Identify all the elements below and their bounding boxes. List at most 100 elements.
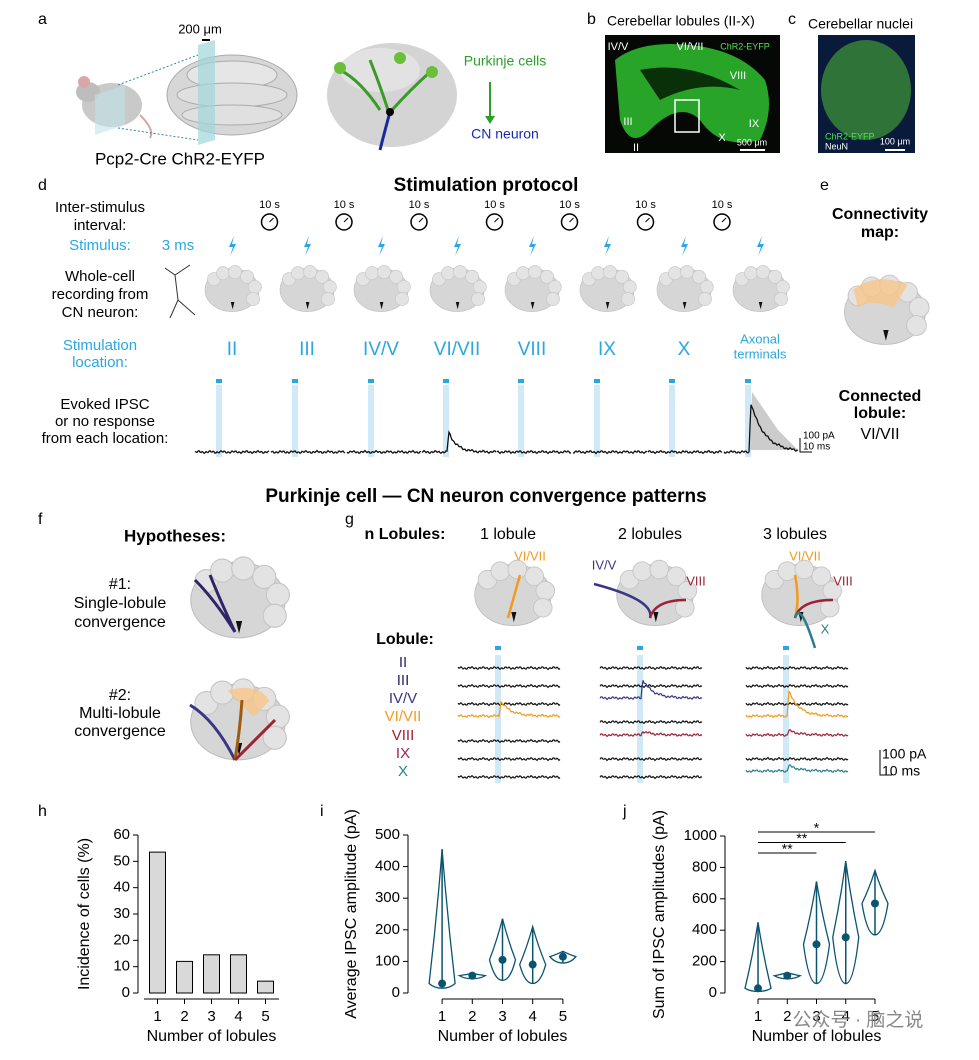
scale-bar <box>879 750 892 776</box>
lobe <box>528 265 542 279</box>
y-tick-label: 300 <box>375 889 400 906</box>
lobe <box>774 292 788 306</box>
trace <box>599 774 703 780</box>
stim-marker <box>783 646 789 650</box>
stim-marker <box>443 379 449 383</box>
pc-axon <box>793 611 817 649</box>
lobe <box>906 315 927 336</box>
stim-window <box>443 385 449 457</box>
median <box>841 933 850 942</box>
lobe <box>490 561 511 581</box>
stim-marker <box>368 379 374 383</box>
x-tick-label: 3 <box>498 1008 506 1025</box>
label: Single-lobule <box>74 595 167 612</box>
lobe <box>524 566 545 587</box>
interval: 10 s <box>259 199 280 211</box>
lobule-label: VI/VII <box>677 41 704 53</box>
trace <box>457 774 561 780</box>
nucleus <box>883 330 889 341</box>
label: convergence <box>74 614 166 631</box>
lobe <box>291 266 305 281</box>
cerebellum-icon <box>504 265 562 312</box>
lobe <box>395 292 409 306</box>
label: 10 ms <box>803 442 830 453</box>
median <box>558 952 567 961</box>
trace <box>457 665 561 671</box>
trace <box>745 690 849 719</box>
y-tick-label: 0 <box>122 984 130 1001</box>
cerebellum-icon <box>579 265 637 312</box>
stim-bolt <box>229 236 236 256</box>
x-tick-label: 1 <box>153 1008 161 1025</box>
trace <box>496 449 572 455</box>
lobe <box>632 561 653 581</box>
location: II <box>227 339 238 360</box>
y-tick-label: 200 <box>692 953 717 970</box>
cerebellum-icon <box>190 678 290 761</box>
stim-bolt <box>681 236 688 256</box>
lobe <box>516 266 530 281</box>
label: interval: <box>74 217 127 234</box>
trace <box>745 665 849 671</box>
median <box>528 960 537 969</box>
median <box>812 940 821 949</box>
interval: 10 s <box>334 199 355 211</box>
cerebellum-icon <box>190 556 290 639</box>
stim-bolt <box>529 236 536 256</box>
stim-bolt <box>604 236 611 256</box>
timer-hand <box>569 217 574 223</box>
y-tick-label: 40 <box>113 879 130 896</box>
stim-marker <box>292 379 298 383</box>
y-tick-label: 600 <box>692 890 717 907</box>
nucleus <box>379 302 384 310</box>
y-tick-label: 0 <box>709 984 717 1001</box>
map-label: VIII <box>833 573 853 588</box>
stim-window <box>216 385 222 457</box>
lobe <box>247 280 262 294</box>
x-tick-label: 1 <box>754 1008 762 1025</box>
interval: 10 s <box>484 199 505 211</box>
panel-label: f <box>38 511 43 528</box>
trace <box>745 763 849 774</box>
map-label: VIII <box>686 573 706 588</box>
stim-marker <box>594 379 600 383</box>
lobule-name: VI/VII <box>385 708 422 725</box>
lobe <box>441 266 455 281</box>
panel-label: b <box>587 11 596 28</box>
y-axis-label: Incidence of cells (%) <box>76 838 93 990</box>
sig-label: ** <box>796 830 807 846</box>
nuclei-tissue <box>821 40 911 140</box>
lobe <box>231 556 256 581</box>
nucleus <box>455 302 460 310</box>
timer <box>260 213 279 231</box>
timer <box>335 213 353 231</box>
lobe <box>389 269 403 284</box>
label: 10 ms <box>882 763 920 779</box>
lobe <box>546 292 560 306</box>
nucleus <box>530 302 535 310</box>
neuron-sketch <box>164 264 196 319</box>
trace <box>572 449 648 455</box>
cerebellum-icon <box>656 265 714 312</box>
stim-marker <box>216 379 222 383</box>
label: Hypotheses: <box>124 526 226 545</box>
location: III <box>299 339 315 360</box>
y-tick-label: 0 <box>392 984 400 1001</box>
panel-label: d <box>38 177 47 194</box>
lobe <box>472 280 487 294</box>
stim-window <box>292 385 298 457</box>
bar <box>257 980 274 994</box>
lobe <box>532 597 553 618</box>
nucleus <box>653 612 659 623</box>
mouse <box>76 76 153 139</box>
pc-axon <box>193 574 237 633</box>
label: Connected <box>839 388 922 405</box>
interval: 10 s <box>712 199 733 211</box>
median <box>438 979 447 988</box>
label: from each location: <box>42 430 169 447</box>
stim-window <box>518 385 524 457</box>
y-tick-label: 400 <box>375 858 400 875</box>
timer <box>485 213 504 231</box>
lobe <box>699 280 714 294</box>
